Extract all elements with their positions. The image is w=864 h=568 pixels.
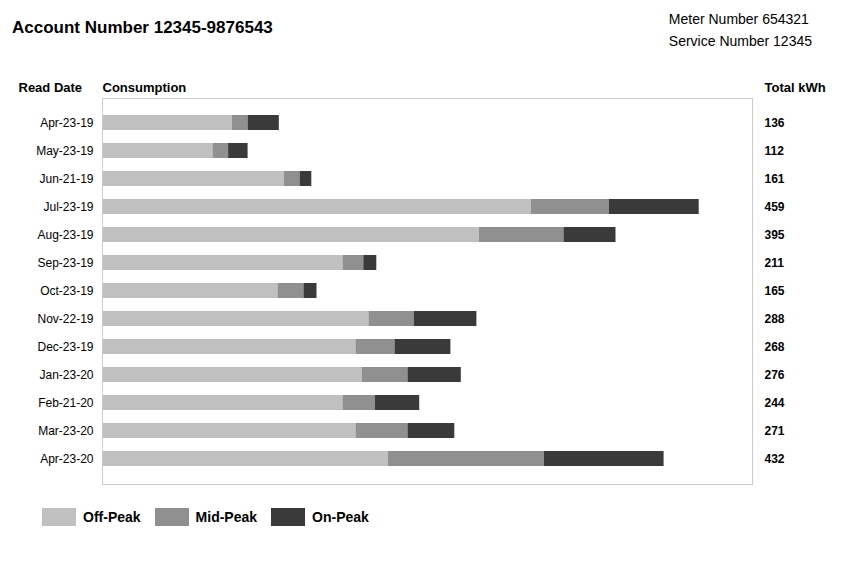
svg-text:395: 395 — [765, 228, 785, 242]
svg-text:Mar-23-20: Mar-23-20 — [38, 424, 94, 438]
svg-text:161: 161 — [765, 172, 785, 186]
html-text:Account Number 12345-9876543: Account Number 12345-9876543 — [12, 18, 273, 37]
svg-text:271: 271 — [765, 424, 785, 438]
html-text:Mid-Peak: Mid-Peak — [195, 508, 257, 525]
svg-text:268: 268 — [765, 340, 785, 354]
html-text:Meter Number 654321: Meter Number 654321 — [668, 11, 809, 27]
svg-text:136: 136 — [765, 116, 785, 130]
svg-text:244: 244 — [765, 396, 785, 410]
svg-text:Apr-23-19: Apr-23-19 — [40, 116, 94, 130]
svg-text:Feb-21-20: Feb-21-20 — [38, 396, 94, 410]
svg-text:432: 432 — [765, 452, 785, 466]
html-text:Service Number 12345: Service Number 12345 — [668, 33, 812, 49]
svg-text:May-23-19: May-23-19 — [36, 144, 94, 158]
svg-text:Jan-23-20: Jan-23-20 — [39, 368, 93, 382]
svg-text:112: 112 — [765, 144, 785, 158]
svg-text:Apr-23-20: Apr-23-20 — [40, 452, 94, 466]
svg-text:Dec-23-19: Dec-23-19 — [37, 340, 93, 354]
svg-text:276: 276 — [765, 368, 785, 382]
svg-text:Total kWh: Total kWh — [765, 80, 826, 95]
svg-text:165: 165 — [765, 284, 785, 298]
svg-text:288: 288 — [765, 312, 785, 326]
svg-text:459: 459 — [765, 200, 785, 214]
svg-text:Sep-23-19: Sep-23-19 — [37, 256, 93, 270]
svg-text:Read Date: Read Date — [19, 80, 83, 95]
svg-text:Jul-23-19: Jul-23-19 — [43, 200, 93, 214]
svg-text:Nov-22-19: Nov-22-19 — [37, 312, 93, 326]
svg-text:Jun-21-19: Jun-21-19 — [39, 172, 93, 186]
svg-text:Oct-23-19: Oct-23-19 — [40, 284, 94, 298]
svg-text:Consumption: Consumption — [103, 80, 187, 95]
svg-text:211: 211 — [765, 256, 785, 270]
html-text:On-Peak: On-Peak — [312, 508, 369, 525]
svg-text:Aug-23-19: Aug-23-19 — [37, 228, 93, 242]
html-text:Off-Peak: Off-Peak — [83, 508, 141, 525]
